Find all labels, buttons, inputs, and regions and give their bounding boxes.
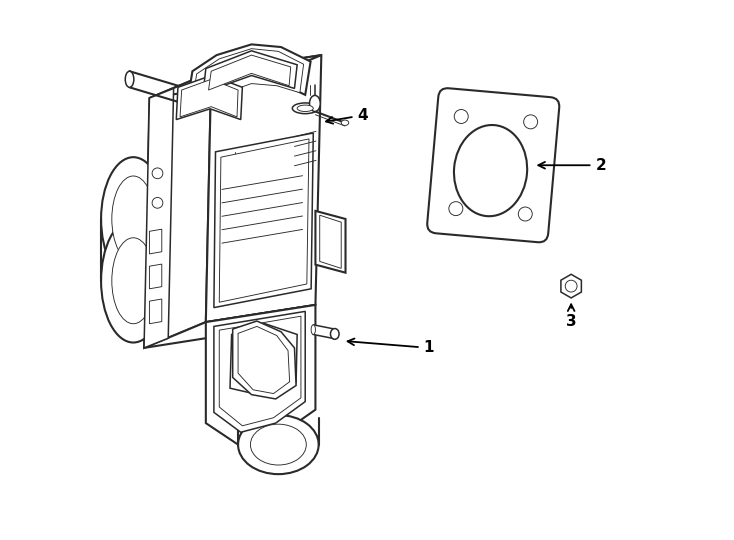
Ellipse shape	[454, 125, 527, 216]
Ellipse shape	[325, 220, 339, 231]
Circle shape	[523, 115, 537, 129]
Ellipse shape	[292, 103, 318, 113]
Ellipse shape	[181, 88, 192, 105]
Polygon shape	[180, 79, 238, 117]
Polygon shape	[150, 299, 161, 323]
Text: 4: 4	[326, 108, 368, 124]
Text: 3: 3	[566, 305, 576, 328]
Ellipse shape	[112, 238, 155, 323]
Polygon shape	[320, 215, 341, 268]
Polygon shape	[316, 211, 346, 273]
Ellipse shape	[238, 415, 319, 474]
Circle shape	[449, 201, 463, 215]
Polygon shape	[150, 229, 161, 254]
Text: 1: 1	[348, 339, 434, 355]
Text: 2: 2	[538, 158, 606, 173]
Polygon shape	[208, 55, 291, 90]
Polygon shape	[219, 316, 301, 426]
Circle shape	[152, 168, 163, 179]
Ellipse shape	[297, 105, 313, 112]
Ellipse shape	[310, 96, 320, 112]
Polygon shape	[219, 139, 309, 302]
Polygon shape	[206, 55, 321, 322]
Circle shape	[565, 280, 577, 292]
Polygon shape	[214, 312, 305, 432]
Ellipse shape	[126, 71, 134, 87]
Ellipse shape	[101, 157, 166, 281]
Polygon shape	[313, 325, 335, 339]
Polygon shape	[150, 264, 161, 289]
Ellipse shape	[112, 176, 155, 262]
Ellipse shape	[250, 424, 306, 465]
Polygon shape	[144, 305, 316, 348]
Polygon shape	[561, 274, 581, 298]
Circle shape	[518, 207, 532, 221]
Polygon shape	[214, 133, 313, 308]
Polygon shape	[206, 305, 316, 444]
Ellipse shape	[341, 120, 349, 125]
Polygon shape	[176, 76, 242, 119]
Circle shape	[152, 198, 163, 208]
Polygon shape	[230, 323, 297, 396]
Polygon shape	[144, 89, 174, 348]
Polygon shape	[192, 49, 304, 101]
Polygon shape	[233, 321, 296, 399]
Polygon shape	[187, 44, 310, 105]
FancyBboxPatch shape	[427, 88, 559, 242]
Ellipse shape	[325, 248, 339, 259]
Polygon shape	[150, 55, 321, 98]
Polygon shape	[144, 72, 211, 348]
Ellipse shape	[101, 219, 166, 342]
Ellipse shape	[330, 328, 339, 339]
Circle shape	[454, 110, 468, 124]
Ellipse shape	[311, 325, 316, 334]
Polygon shape	[238, 326, 290, 394]
Polygon shape	[203, 51, 297, 93]
